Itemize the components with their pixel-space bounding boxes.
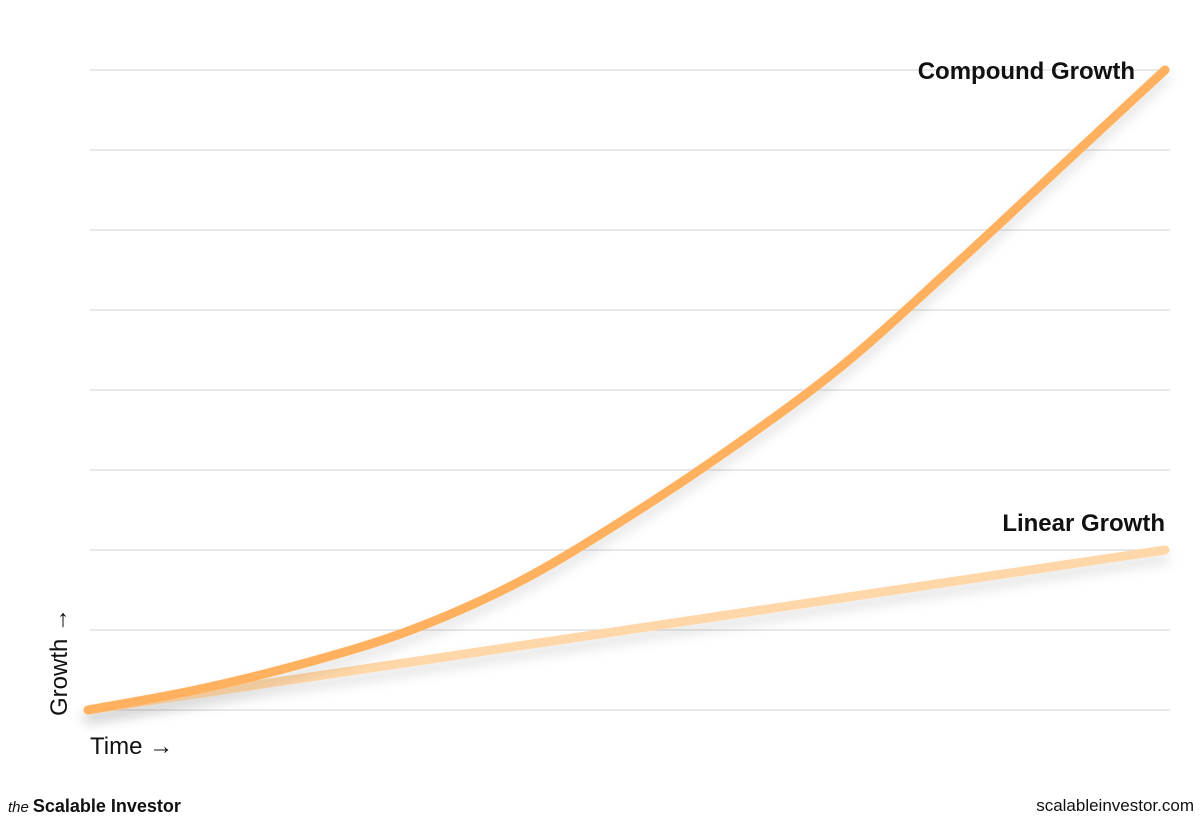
- series-label-linear-growth: Linear Growth: [1002, 510, 1165, 537]
- series-label-compound-growth: Compound Growth: [918, 58, 1135, 85]
- series-labels: Compound Growth Linear Growth: [918, 58, 1165, 537]
- brand-name: Scalable Investor: [32, 796, 181, 816]
- website-url: scalableinvestor.com: [1036, 796, 1194, 815]
- gridlines: [90, 69, 1170, 711]
- series-lines: [83, 65, 1170, 715]
- brand-prefix: the: [8, 799, 29, 816]
- x-axis-label: Time →: [90, 733, 173, 760]
- series-line-linear-growth: [83, 545, 1170, 715]
- brand-logo: the Scalable Investor: [8, 794, 181, 820]
- y-axis-label: Growth →: [46, 608, 73, 716]
- series-line-compound-growth: [83, 65, 1170, 715]
